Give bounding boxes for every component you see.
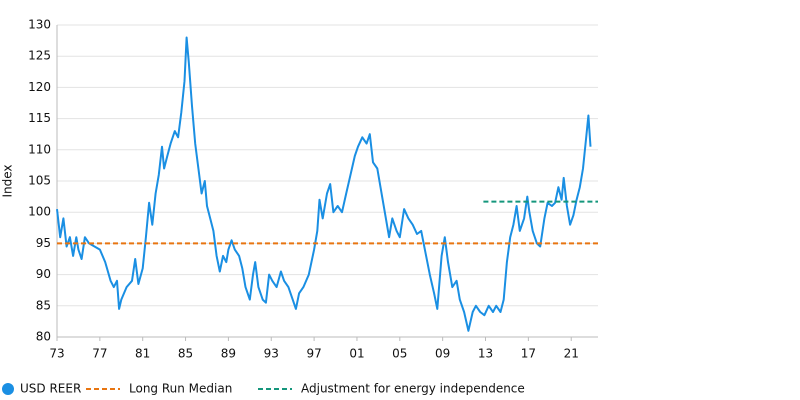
- x-tick-label: 17: [521, 347, 536, 361]
- y-tick-label: 105: [28, 174, 51, 188]
- x-tick-label: 97: [306, 347, 321, 361]
- x-tick-label: 21: [564, 347, 579, 361]
- y-tick-label: 115: [28, 111, 51, 125]
- legend-label: USD REER: [20, 382, 81, 396]
- y-tick-label: 80: [36, 330, 51, 344]
- x-tick-label: 77: [92, 347, 107, 361]
- data-line: [56, 36, 592, 332]
- x-tick-label: 73: [49, 347, 64, 361]
- x-tick-label: 85: [178, 347, 193, 361]
- legend-label: Adjustment for energy independence: [301, 382, 525, 396]
- y-tick-label: 120: [28, 80, 51, 94]
- y-tick-label: 100: [28, 205, 51, 219]
- x-tick-label: 01: [349, 347, 364, 361]
- legend-swatch: [2, 383, 14, 395]
- y-tick-label: 125: [28, 49, 51, 63]
- x-tick-label: 13: [478, 347, 493, 361]
- y-tick-label: 110: [28, 142, 51, 156]
- y-tick-label: 95: [36, 236, 51, 250]
- y-tick-label: 130: [28, 18, 51, 32]
- y-axis-label: Index: [1, 164, 15, 197]
- y-tick-label: 85: [36, 298, 51, 312]
- legend-label: Long Run Median: [129, 382, 232, 396]
- x-tick-label: 09: [435, 347, 450, 361]
- x-tick-label: 05: [392, 347, 407, 361]
- x-tick-label: 93: [264, 347, 279, 361]
- x-tick-label: 81: [135, 347, 150, 361]
- y-tick-label: 90: [36, 267, 51, 281]
- x-tick-label: 89: [221, 347, 236, 361]
